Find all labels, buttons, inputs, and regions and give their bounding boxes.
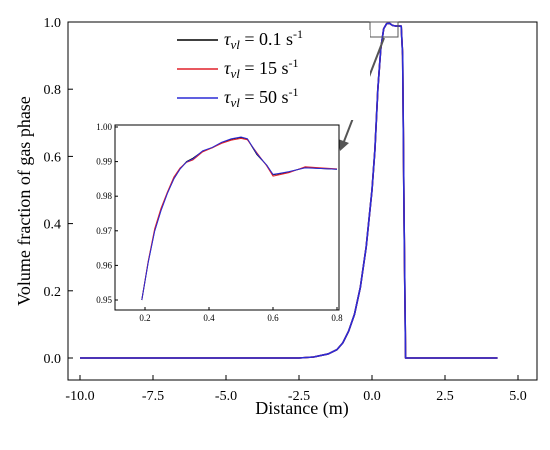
inset-y-tick-label: 0.99 bbox=[96, 157, 112, 167]
y-tick-label: 0.8 bbox=[44, 83, 62, 98]
inset-frame bbox=[114, 124, 340, 311]
x-tick-label: 5.0 bbox=[509, 389, 527, 404]
y-tick-label: 0.2 bbox=[44, 285, 62, 300]
y-tick-label: 0.6 bbox=[44, 150, 62, 165]
legend: τvl = 0.1 s-1 τvl = 15 s-1 τvl = 50 s-1 bbox=[177, 27, 303, 110]
inset-x-tick-label: 0.2 bbox=[139, 313, 150, 323]
inset-series-line-1 bbox=[141, 137, 338, 301]
x-axis-title: Distance (m) bbox=[255, 398, 348, 419]
inset-series-group bbox=[141, 136, 338, 301]
y-axis-title: Volume fraction of gas phase bbox=[14, 96, 34, 306]
inset-y-tick-label: 0.95 bbox=[96, 295, 112, 305]
inset-x-tick-label: 0.4 bbox=[203, 313, 215, 323]
legend-label: τvl = 50 s-1 bbox=[224, 85, 299, 110]
zoom-arrow-head bbox=[338, 139, 349, 151]
inset-background bbox=[115, 125, 339, 310]
x-tick-label: -2.5 bbox=[288, 389, 310, 404]
x-tick-label: -7.5 bbox=[142, 389, 164, 404]
legend-label: τvl = 0.1 s-1 bbox=[224, 27, 303, 52]
main-series-group bbox=[80, 22, 498, 359]
legend-background bbox=[218, 30, 370, 120]
inset-axes-group: 0.2 0.4 0.6 0.8 0.95 0.96 0.97 0.98 0.99 1.00 bbox=[96, 122, 343, 323]
inset-y-tick-label: 0.96 bbox=[96, 260, 112, 270]
inset-series-line-2 bbox=[141, 136, 338, 301]
zoom-box bbox=[369, 21, 399, 38]
inset-y-tick-label: 0.98 bbox=[96, 191, 112, 201]
legend-label: τvl = 15 s-1 bbox=[224, 56, 299, 81]
y-tick-label: 1.0 bbox=[44, 16, 62, 31]
inset-x-tick-label: 0.8 bbox=[331, 313, 343, 323]
y-tick-label: 0.4 bbox=[44, 218, 62, 233]
y-tick-label: 0.0 bbox=[44, 352, 62, 367]
inset-x-tick-label: 0.6 bbox=[267, 313, 279, 323]
x-tick-label: 2.5 bbox=[436, 389, 454, 404]
inset-y-tick-label: 1.00 bbox=[96, 122, 112, 132]
x-tick-label: -10.0 bbox=[65, 389, 94, 404]
inset-y-tick-label: 0.97 bbox=[96, 226, 112, 236]
plot-frame bbox=[67, 21, 538, 381]
main-axes-group: -10.0 -7.5 -5.0 -2.5 0.0 2.5 5.00.00.20.40.60.… bbox=[44, 16, 527, 404]
x-tick-label: 0.0 bbox=[363, 389, 381, 404]
x-tick-label: -5.0 bbox=[215, 389, 237, 404]
series-line-2 bbox=[80, 22, 498, 359]
